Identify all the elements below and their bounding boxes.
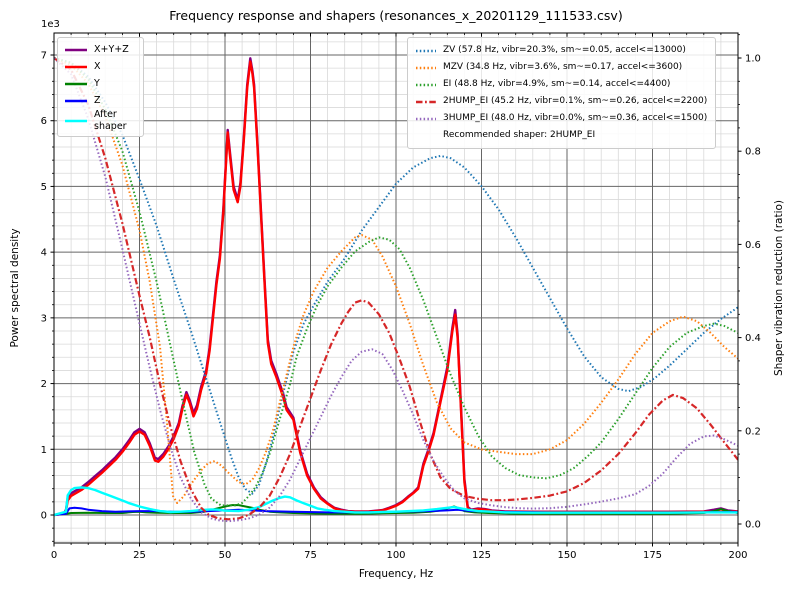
legend-label: ZV (57.8 Hz, vibr=20.3%, sm~=0.05, accel… [443,44,686,55]
y-left-tick-label: 2 [41,379,47,390]
legend-item: X [64,58,136,75]
x-axis-label: Frequency, Hz [358,568,434,580]
legend-label: Y [94,77,100,89]
legend-item: 2HUMP_EI (45.2 Hz, vibr=0.1%, sm~=0.26, … [415,93,707,110]
legend-item: ZV (57.8 Hz, vibr=20.3%, sm~=0.05, accel… [415,42,707,59]
legend-line-dashdot [416,100,436,103]
legend-item: Recommended shaper: 2HUMP_EI [415,127,707,144]
series-EI [54,57,738,507]
x-tick-label: 25 [133,550,146,561]
legend-label: X+Y+Z [94,43,129,55]
series-X [54,60,738,517]
legend-line-dotted [416,117,436,120]
legend-line-solid [65,99,87,102]
y-axis-offset-label: 1e3 [41,19,60,30]
y-right-tick-label: 0.8 [745,147,761,158]
legend-item: 3HUMP_EI (48.0 Hz, vibr=0.0%, sm~=0.36, … [415,110,707,127]
series-MZV [54,57,738,504]
series-ZV [54,57,738,495]
y-left-tick-label: 5 [41,182,47,193]
legend-label: 3HUMP_EI (48.0 Hz, vibr=0.0%, sm~=0.36, … [443,112,708,123]
ticks: 0 25 50 75 100 125 150 175 200 0 1 2 3 4 5 6 7 0.0 0.2 0.4 0… [41,33,761,561]
y-left-tick-label: 0 [41,511,47,522]
legend-item: X+Y+Z [64,41,136,58]
y-left-tick-label: 4 [41,248,47,259]
x-tick-label: 75 [304,550,317,561]
legend-label: MZV (34.8 Hz, vibr=3.6%, sm~=0.17, accel… [443,61,683,72]
legend-item: Y [64,75,136,92]
x-tick-label: 100 [386,550,405,561]
legend-line-blank [415,131,437,141]
legend-label: 2HUMP_EI (45.2 Hz, vibr=0.1%, sm~=0.26, … [443,95,708,106]
legend-label: After shaper [94,109,127,132]
legend-item: EI (48.8 Hz, vibr=4.9%, sm~=0.14, accel<… [415,76,707,93]
legend-label: EI (48.8 Hz, vibr=4.9%, sm~=0.14, accel<… [443,78,671,89]
legend-line-solid [65,48,87,51]
legend-right: ZV (57.8 Hz, vibr=20.3%, sm~=0.05, accel… [407,37,717,149]
series-2HUMP_EI [54,57,738,521]
legend-line-solid [65,65,87,68]
y-left-tick-label: 1 [41,445,47,456]
y-left-tick-label: 6 [41,116,47,127]
y-left-tick-label: 3 [41,313,47,324]
chart-title: Frequency response and shapers (resonanc… [169,8,623,23]
x-tick-label: 150 [557,550,576,561]
series-3HUMP_EI [54,57,738,523]
legend-item: Z [64,92,136,109]
legend-line-dotted [416,66,436,69]
legend-label: X [94,60,101,72]
legend-line-dotted [416,49,436,52]
y-right-tick-label: 0.6 [745,240,761,251]
y-right-tick-label: 0.4 [745,333,761,344]
x-tick-label: 0 [51,550,57,561]
x-tick-label: 50 [219,550,232,561]
y-right-tick-label: 1.0 [745,54,761,65]
legend-item: After shaper [64,109,136,133]
legend-line-solid [65,82,87,85]
y-axis-label-left: Power spectral density [9,228,21,348]
legend-line-solid [65,119,87,123]
legend-label: Z [94,94,101,106]
y-axis-label-right: Shaper vibration reduction (ratio) [773,199,785,377]
legend-left: X+Y+Z X Y Z After shaper [57,37,144,137]
y-right-tick-label: 0.0 [745,520,761,531]
series-After-shaper [54,486,738,517]
y-right-tick-label: 0.2 [745,426,761,437]
series-group [54,57,738,523]
x-tick-label: 200 [728,550,747,561]
legend-item: MZV (34.8 Hz, vibr=3.6%, sm~=0.17, accel… [415,59,707,76]
legend-line-dotted [416,83,436,86]
x-tick-label: 175 [643,550,662,561]
y-left-tick-label: 7 [41,51,47,62]
grid-minor [54,33,738,543]
x-tick-label: 125 [472,550,491,561]
legend-label: Recommended shaper: 2HUMP_EI [443,129,596,140]
